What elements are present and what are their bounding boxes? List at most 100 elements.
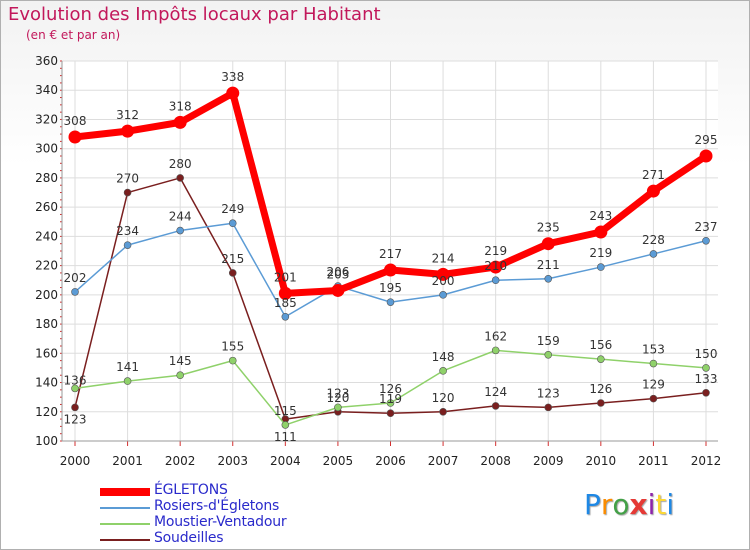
data-point — [386, 409, 395, 418]
data-point — [71, 288, 79, 296]
data-point — [439, 407, 447, 416]
data-point — [702, 364, 710, 372]
y-tick-label: 120 — [35, 405, 58, 419]
data-point — [649, 394, 658, 403]
x-tick-label: 2005 — [323, 454, 354, 468]
data-point — [436, 267, 450, 281]
x-tick-label: 2010 — [586, 454, 617, 468]
x-tick-label: 2002 — [165, 454, 196, 468]
y-tick-label: 300 — [35, 142, 58, 156]
data-point — [331, 283, 345, 297]
data-label: 308 — [64, 114, 87, 128]
legend-swatch — [100, 539, 150, 541]
legend-swatch — [100, 488, 150, 496]
x-tick-label: 2007 — [428, 454, 459, 468]
data-label: 119 — [379, 392, 402, 406]
data-label: 249 — [221, 202, 244, 216]
data-label: 159 — [537, 334, 560, 348]
data-label: 211 — [537, 258, 560, 272]
y-tick-label: 100 — [35, 434, 58, 448]
data-label: 115 — [274, 404, 297, 418]
line-chart: 100 120 140 160 180 200 220 240 260 280 300 320 340 3… — [35, 54, 721, 468]
data-label: 120 — [432, 391, 455, 405]
data-label: 318 — [169, 99, 192, 113]
data-label: 200 — [432, 274, 455, 288]
data-point — [597, 355, 605, 363]
data-point — [386, 298, 395, 306]
data-point — [176, 226, 184, 235]
data-point — [228, 219, 237, 228]
data-label: 123 — [326, 386, 349, 400]
data-point — [121, 124, 135, 138]
data-point — [594, 225, 608, 239]
data-label: 201 — [274, 270, 297, 284]
data-label: 120 — [326, 391, 349, 405]
data-point — [334, 403, 342, 412]
data-label: 243 — [589, 209, 612, 223]
data-point — [71, 384, 79, 393]
data-label: 145 — [169, 354, 192, 368]
data-label: 129 — [642, 378, 665, 392]
data-label: 111 — [274, 430, 297, 444]
data-label: 214 — [432, 251, 455, 265]
data-label: 215 — [221, 252, 244, 266]
x-tick-label: 2004 — [270, 454, 301, 468]
data-label: 203 — [326, 267, 349, 281]
data-label: 153 — [642, 343, 665, 357]
y-tick-label: 220 — [35, 259, 58, 273]
y-tick-label: 240 — [35, 229, 58, 243]
data-label: 195 — [379, 281, 402, 295]
x-tick-label: 2001 — [112, 454, 143, 468]
y-tick-label: 280 — [35, 171, 58, 185]
chart-data-labels: 308 312 318 338 201 203 217 214 219 235 243 271 295 2… — [64, 70, 718, 444]
y-tick-label: 360 — [35, 54, 58, 68]
data-point — [71, 403, 79, 412]
data-point — [176, 371, 184, 380]
data-point — [544, 274, 553, 283]
data-point — [702, 388, 710, 397]
data-label: 312 — [116, 108, 139, 122]
data-label: 280 — [169, 157, 192, 171]
data-point — [491, 402, 500, 410]
data-point — [123, 188, 132, 197]
data-point — [649, 359, 658, 368]
data-label: 126 — [379, 382, 402, 396]
x-tick-label: 2008 — [480, 454, 511, 468]
data-label: 126 — [589, 382, 612, 396]
x-tick-label: 2011 — [638, 454, 669, 468]
x-tick-label: 2003 — [217, 454, 248, 468]
data-point — [228, 356, 237, 365]
chart-axes: 100 120 140 160 180 200 220 240 260 280 300 320 340 3… — [35, 54, 721, 468]
data-label: 270 — [116, 172, 139, 186]
data-point — [176, 174, 184, 182]
data-label: 235 — [537, 221, 560, 235]
data-point — [699, 149, 713, 163]
y-tick-label: 260 — [35, 200, 58, 214]
data-point — [226, 86, 240, 100]
x-tick-label: 2012 — [691, 454, 722, 468]
data-label: 141 — [116, 360, 139, 374]
data-point — [649, 250, 658, 258]
data-label: 338 — [221, 70, 244, 84]
data-label: 206 — [326, 265, 349, 279]
data-label: 202 — [64, 271, 87, 285]
data-label: 234 — [116, 224, 139, 238]
data-label: 123 — [537, 386, 560, 400]
data-point — [597, 263, 605, 271]
data-label: 295 — [695, 133, 718, 147]
legend-label: Rosiers-d'Égletons — [154, 498, 280, 514]
y-tick-label: 180 — [35, 317, 58, 331]
data-label: 136 — [64, 373, 87, 387]
data-point — [123, 241, 132, 249]
data-label: 271 — [642, 168, 665, 182]
data-label: 228 — [642, 233, 665, 247]
data-label: 124 — [484, 385, 507, 399]
data-label: 133 — [695, 372, 718, 386]
x-tick-label: 2009 — [533, 454, 564, 468]
chart-series — [68, 86, 713, 429]
data-label: 210 — [484, 259, 507, 273]
data-label: 219 — [589, 246, 612, 260]
x-tick-label: 2006 — [375, 454, 406, 468]
data-label: 156 — [589, 338, 612, 352]
x-tick-label: 2000 — [60, 454, 91, 468]
